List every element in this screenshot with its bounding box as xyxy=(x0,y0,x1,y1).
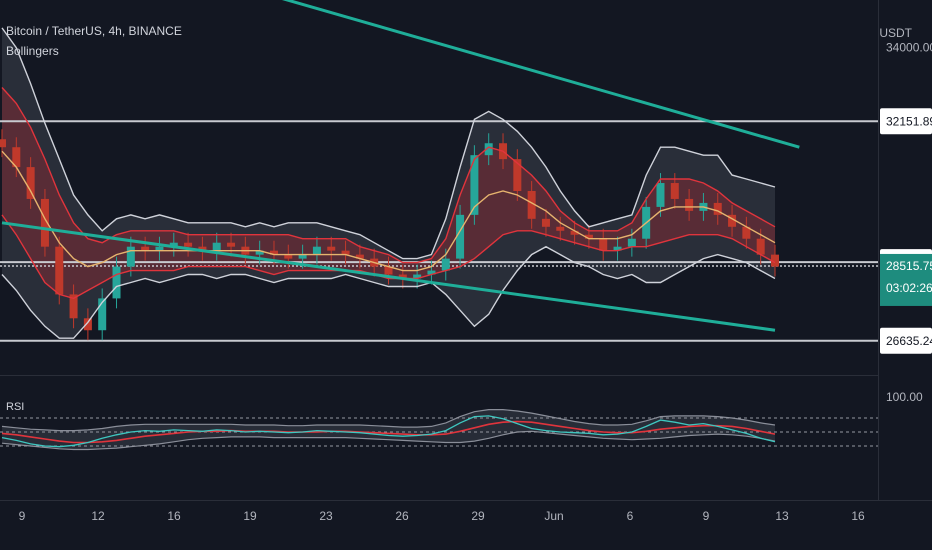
candle-body xyxy=(599,238,608,251)
candle-body xyxy=(627,238,636,247)
rsi-line xyxy=(1,415,776,448)
candle-body xyxy=(198,246,207,251)
candle-body xyxy=(413,274,422,279)
candle-body xyxy=(112,266,121,299)
upper-inner-band xyxy=(1,87,776,264)
candle-body xyxy=(441,258,450,271)
candle-body xyxy=(212,242,221,251)
candle-body xyxy=(484,143,493,156)
candle-body xyxy=(255,250,264,255)
candle-body xyxy=(685,198,694,211)
outer-band-fill xyxy=(2,27,775,339)
rsi-legend: RSI xyxy=(6,401,25,413)
upper-outer-band xyxy=(1,27,776,260)
candle-body xyxy=(456,214,465,259)
candle-body xyxy=(312,246,321,255)
candle-body xyxy=(40,198,49,247)
price-level-tag xyxy=(880,108,932,135)
indicator-legend: Bollingers xyxy=(6,44,59,58)
candle-body xyxy=(98,298,107,331)
candle-body xyxy=(556,226,565,231)
time-axis-tick: 16 xyxy=(167,509,181,523)
candle-body xyxy=(227,242,236,247)
price-axis-tick: 34000.00 xyxy=(886,41,932,55)
candle-body xyxy=(398,274,407,279)
price-level-value: 26635.24 xyxy=(886,334,932,348)
candle-body xyxy=(269,250,278,255)
candle-body xyxy=(570,230,579,235)
candle-body xyxy=(0,139,6,148)
candle-body xyxy=(26,167,35,199)
price-level-value: 32151.89 xyxy=(886,114,932,128)
candle-body xyxy=(55,246,64,295)
rsi-upper-band xyxy=(1,409,776,432)
candle-body xyxy=(69,294,78,319)
candle-body xyxy=(427,270,436,275)
unit-label: USDT xyxy=(879,26,912,40)
trendline xyxy=(1,221,776,332)
candle-body xyxy=(298,254,307,259)
inner-band-fill xyxy=(2,87,775,299)
candle-body xyxy=(155,246,164,251)
time-axis-tick: 9 xyxy=(19,509,26,523)
candle-body xyxy=(83,318,92,331)
candle-body xyxy=(756,238,765,255)
rsi-band-fill xyxy=(2,409,775,450)
time-axis-tick: 29 xyxy=(471,509,485,523)
middle-band xyxy=(1,150,776,272)
candle-body xyxy=(728,214,737,227)
candle-body xyxy=(169,242,178,247)
candle-body xyxy=(126,246,135,267)
candle-body xyxy=(713,202,722,215)
lower-inner-band xyxy=(1,214,776,300)
time-axis-tick: 26 xyxy=(395,509,409,523)
candle-body xyxy=(613,246,622,251)
candle-body xyxy=(384,266,393,275)
candle-body xyxy=(584,234,593,239)
candle-body xyxy=(184,242,193,247)
time-axis-tick: 13 xyxy=(775,509,789,523)
rsi-lower-band xyxy=(1,430,776,451)
candle-body xyxy=(470,155,479,215)
symbol-legend: Bitcoin / TetherUS, 4h, BINANCE xyxy=(6,24,182,38)
time-axis-tick: 6 xyxy=(627,509,634,523)
candle-body xyxy=(12,147,21,168)
rsi-ma-line xyxy=(1,420,776,444)
time-axis-tick: 12 xyxy=(91,509,105,523)
rsi-axis-tick: 100.00 xyxy=(886,390,923,404)
candle-body xyxy=(541,218,550,227)
time-axis-tick: 19 xyxy=(243,509,257,523)
candle-body xyxy=(527,190,536,219)
candle-body xyxy=(284,254,293,259)
trendline xyxy=(281,0,800,149)
current-price-value: 28515.75 xyxy=(886,259,932,273)
bar-countdown: 03:02:26 xyxy=(886,281,932,295)
candle-body xyxy=(771,254,779,267)
time-axis-tick: 16 xyxy=(851,509,865,523)
candle-body xyxy=(670,183,679,199)
lower-outer-band xyxy=(1,245,776,339)
candle-body xyxy=(355,254,364,259)
candle-body xyxy=(656,183,665,207)
price-level-tag xyxy=(880,327,932,354)
time-axis-tick: Jun xyxy=(544,509,563,523)
candle-body xyxy=(742,226,751,239)
candle-body xyxy=(341,250,350,255)
time-axis-tick: 9 xyxy=(703,509,710,523)
candle-body xyxy=(141,246,150,251)
current-price-tag xyxy=(880,253,932,306)
time-axis-tick: 23 xyxy=(319,509,333,523)
candle-body xyxy=(327,246,336,251)
candle-body xyxy=(513,159,522,191)
